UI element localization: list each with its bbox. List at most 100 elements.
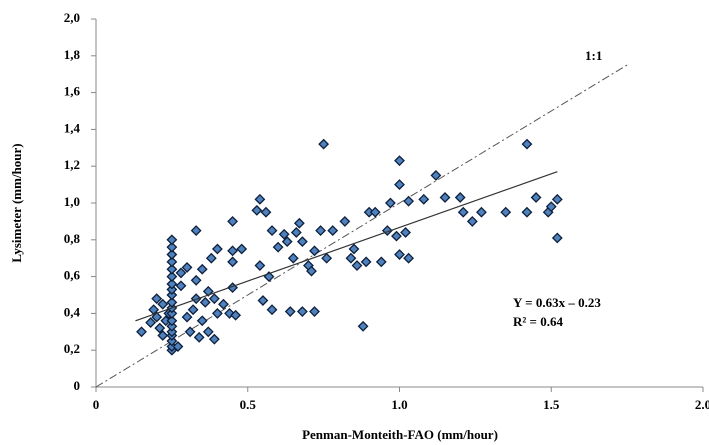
point (466, 215, 478, 227)
point (154, 322, 166, 334)
point (190, 274, 202, 286)
point (391, 230, 402, 242)
point (545, 201, 557, 213)
point (175, 280, 187, 292)
identity-line (95, 64, 628, 388)
point (339, 215, 351, 227)
point (284, 306, 296, 317)
point (351, 260, 363, 271)
point (457, 206, 469, 218)
point (166, 296, 178, 308)
point (266, 225, 278, 237)
point (309, 306, 320, 317)
point (384, 197, 396, 209)
point (166, 278, 178, 290)
y-tick-label: 1,6 (64, 84, 81, 99)
point (281, 236, 293, 248)
point (394, 155, 405, 167)
point (260, 206, 272, 218)
point (551, 232, 563, 244)
point (296, 306, 308, 317)
point (166, 234, 178, 246)
point (521, 138, 533, 150)
y-tick-label: 2,0 (64, 10, 80, 25)
point (394, 179, 405, 191)
y-tick-label: 0,2 (64, 341, 80, 356)
point (439, 192, 451, 203)
point (157, 298, 169, 310)
point (166, 289, 178, 301)
point (175, 267, 187, 279)
point (375, 256, 387, 268)
y-tick-label: 0,6 (64, 268, 81, 283)
point (321, 252, 333, 264)
annotation: 1:1 (585, 48, 602, 63)
y-tick-label: 0 (74, 378, 81, 393)
point (218, 298, 229, 310)
point (348, 243, 360, 255)
point (254, 193, 266, 205)
point (400, 227, 411, 238)
point (430, 169, 442, 181)
point (530, 192, 542, 203)
point (190, 225, 202, 237)
point (202, 326, 214, 338)
point (202, 285, 214, 297)
y-tick-label: 1,8 (64, 47, 81, 62)
point (327, 225, 339, 237)
point (196, 263, 208, 275)
point (166, 320, 178, 332)
point (227, 245, 238, 257)
point (272, 241, 284, 253)
point (254, 260, 266, 271)
point (151, 311, 163, 323)
point (166, 256, 178, 268)
point (136, 326, 147, 338)
point (287, 252, 299, 264)
point (199, 296, 211, 308)
point (278, 228, 290, 240)
point (205, 252, 217, 264)
x-tick-label: 0.5 (240, 397, 257, 412)
point (418, 193, 430, 205)
point (315, 225, 327, 237)
point (476, 206, 487, 218)
annotation: R² = 0.64 (513, 314, 563, 329)
point (500, 206, 512, 218)
point (181, 261, 193, 273)
x-tick-label: 0 (93, 397, 100, 412)
x-axis-label: Penman-Monteith-FAO (mm/hour) (302, 427, 498, 442)
y-tick-label: 1,0 (64, 194, 80, 209)
point (166, 307, 178, 319)
point (293, 217, 305, 229)
point (166, 335, 178, 347)
y-axis-label: Lysimeter (mm/hour) (9, 143, 24, 262)
point (187, 304, 199, 316)
point (296, 236, 308, 248)
point (309, 245, 320, 257)
y-tick-label: 1,4 (64, 120, 81, 135)
point (166, 271, 178, 283)
point (166, 263, 178, 275)
point (157, 330, 169, 341)
point (166, 315, 178, 327)
point (208, 333, 220, 345)
point (257, 295, 269, 306)
x-tick-label: 1.5 (543, 397, 560, 412)
point (166, 326, 178, 338)
point (196, 315, 208, 327)
point (551, 193, 563, 205)
annotation: Y = 0.63x – 0.23 (513, 295, 601, 310)
point (521, 206, 533, 218)
point (208, 293, 220, 305)
x-tick-label: 2.0 (695, 397, 709, 412)
x-tick-label: 1.0 (391, 397, 407, 412)
point (166, 241, 178, 253)
point (454, 192, 466, 203)
point (251, 204, 263, 216)
point (181, 311, 193, 323)
point (403, 195, 415, 207)
point (166, 249, 178, 260)
point (318, 138, 330, 150)
